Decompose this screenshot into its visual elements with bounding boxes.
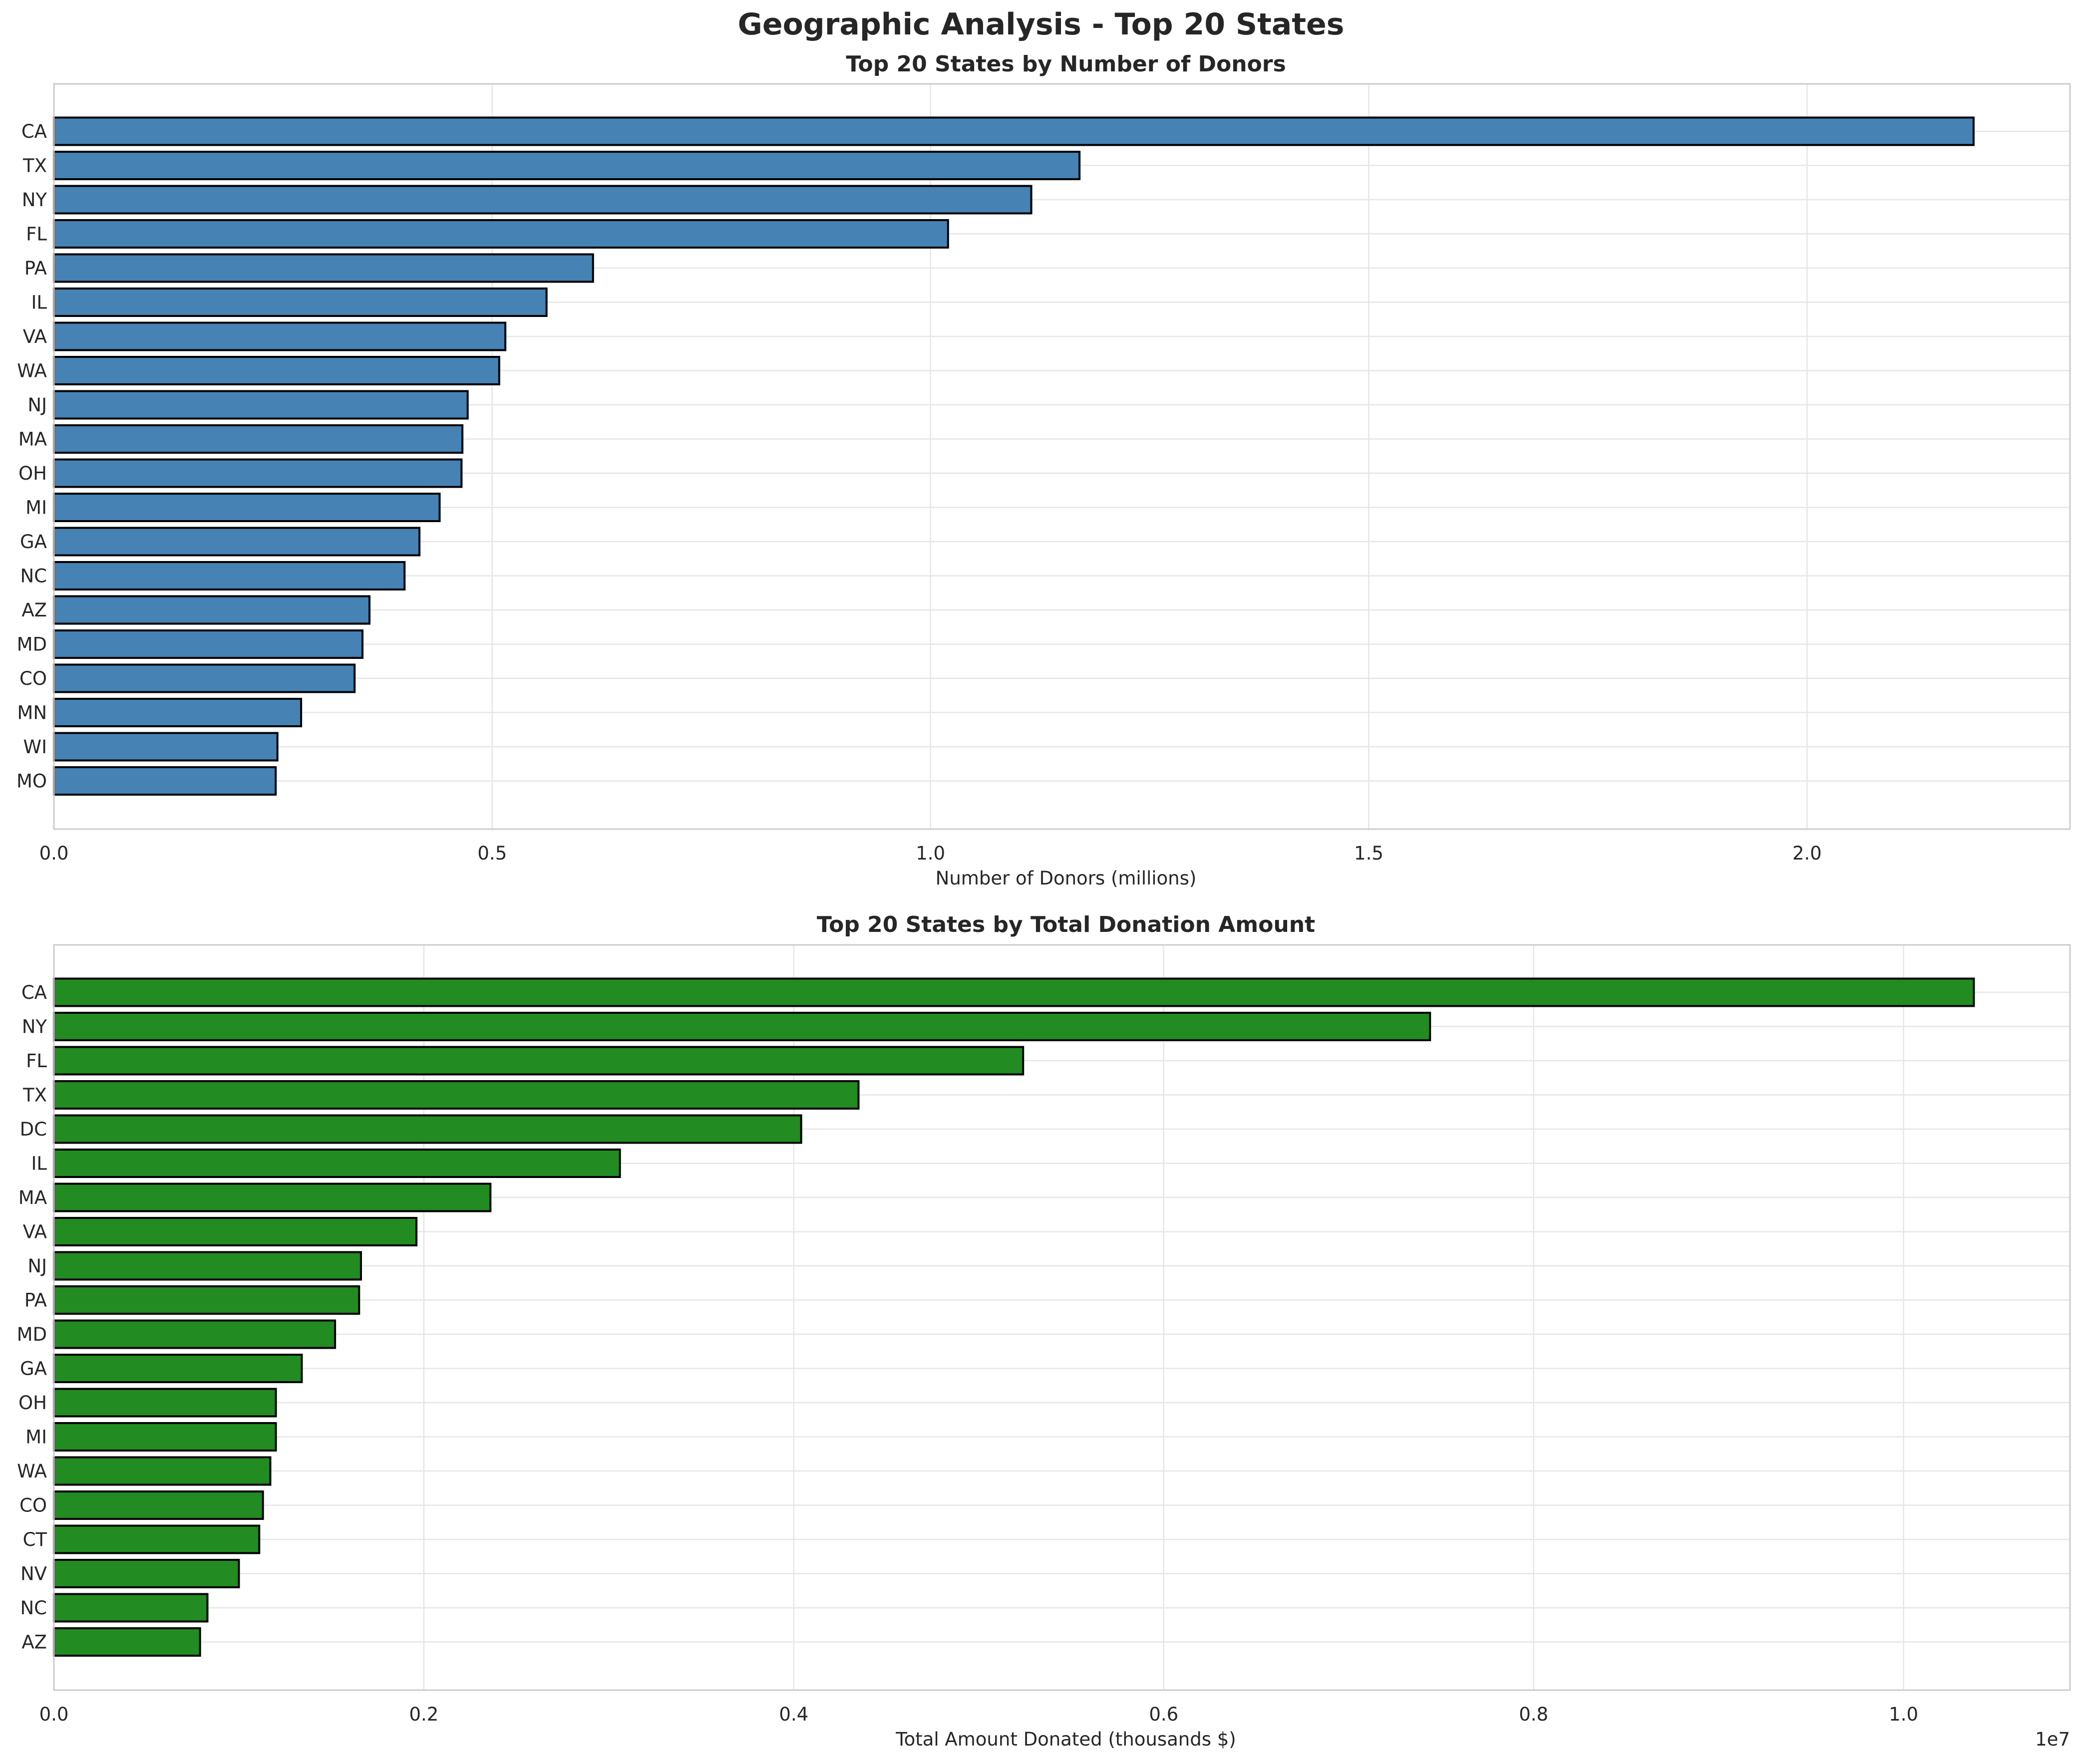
- bar-fl: [53, 219, 949, 249]
- bar-wa: [53, 356, 500, 385]
- y-tick-label: CA: [21, 982, 47, 1003]
- y-tick-label: MA: [18, 429, 47, 450]
- plot-frame: [53, 944, 2071, 1691]
- y-tick-label: PA: [24, 1290, 47, 1311]
- y-tick-label: CO: [19, 668, 47, 689]
- bar-mi: [53, 493, 441, 522]
- bar-wa: [53, 1456, 272, 1486]
- y-tick-label: CA: [21, 121, 47, 142]
- x-tick-label: 1.0: [1889, 1704, 1918, 1725]
- bar-az: [53, 1627, 201, 1657]
- y-tick-label: NY: [22, 189, 47, 211]
- y-tick-label: GA: [20, 531, 47, 553]
- x-tick-label: 1.5: [1354, 843, 1384, 864]
- y-tick-label: CT: [23, 1529, 47, 1550]
- y-tick-label: TX: [22, 1085, 47, 1106]
- bar-ga: [53, 1354, 303, 1383]
- y-tick-label: FL: [26, 224, 47, 245]
- bar-ca: [53, 116, 1975, 146]
- y-tick-label: AZ: [21, 599, 47, 621]
- y-tick-label: WI: [23, 736, 47, 758]
- y-tick-label: MA: [18, 1187, 47, 1208]
- y-tick-label: MD: [17, 634, 47, 655]
- y-tick-label: OH: [18, 463, 47, 484]
- y-tick-label: PA: [24, 258, 47, 279]
- chart-title: Top 20 States by Total Donation Amount: [817, 912, 1315, 937]
- bar-tx: [53, 151, 1081, 180]
- bar-mo: [53, 766, 277, 796]
- x-tick-label: 0.6: [1149, 1704, 1178, 1725]
- plot-frame: [53, 83, 2071, 830]
- bar-oh: [53, 1388, 277, 1418]
- y-tick-label: MI: [25, 1427, 47, 1448]
- y-tick-label: VA: [23, 1221, 47, 1243]
- y-tick-label: WA: [17, 1461, 47, 1482]
- y-tick-label: NV: [20, 1563, 47, 1585]
- x-axis-offset-label: 1e7: [2035, 1729, 2070, 1750]
- x-tick-label: 0.4: [779, 1704, 808, 1725]
- y-tick-label: MO: [16, 771, 47, 792]
- y-tick-label: IL: [31, 1153, 47, 1175]
- y-tick-label: VA: [23, 326, 47, 347]
- y-tick-label: NJ: [27, 1255, 47, 1277]
- bar-mi: [53, 1422, 277, 1452]
- bar-nj: [53, 1251, 362, 1281]
- bar-fl: [53, 1046, 1025, 1076]
- bar-ct: [53, 1524, 261, 1554]
- y-tick-label: NC: [20, 1597, 47, 1619]
- y-tick-label: NC: [20, 566, 47, 587]
- bar-va: [53, 1217, 418, 1246]
- bar-dc: [53, 1114, 802, 1144]
- bar-pa: [53, 253, 594, 283]
- y-tick-label: MN: [17, 702, 47, 724]
- figure-title: Geographic Analysis - Top 20 States: [737, 7, 1345, 42]
- bar-ca: [53, 977, 1975, 1007]
- bar-nv: [53, 1559, 240, 1588]
- bar-il: [53, 1149, 621, 1178]
- y-tick-label: NJ: [27, 394, 47, 416]
- bar-md: [53, 1319, 337, 1349]
- bar-ny: [53, 1012, 1431, 1041]
- bar-il: [53, 288, 548, 317]
- x-tick-label: 0.0: [39, 1704, 69, 1725]
- chart-title: Top 20 States by Number of Donors: [846, 51, 1286, 77]
- bar-pa: [53, 1285, 360, 1315]
- y-tick-label: WA: [17, 360, 47, 382]
- bar-tx: [53, 1080, 860, 1110]
- y-tick-label: OH: [18, 1392, 47, 1414]
- x-tick-label: 2.0: [1792, 843, 1822, 864]
- x-axis-label: Number of Donors (millions): [936, 868, 1197, 889]
- bar-mn: [53, 698, 303, 727]
- x-tick-label: 0.0: [39, 843, 69, 864]
- y-tick-label: MD: [17, 1324, 47, 1345]
- y-tick-label: DC: [20, 1119, 47, 1140]
- x-tick-label: 0.5: [477, 843, 507, 864]
- y-tick-label: FL: [26, 1050, 47, 1072]
- y-tick-label: TX: [22, 155, 47, 177]
- x-tick-label: 0.8: [1519, 1704, 1548, 1725]
- y-tick-label: AZ: [21, 1632, 47, 1653]
- y-tick-label: IL: [31, 292, 47, 313]
- x-tick-label: 0.2: [409, 1704, 438, 1725]
- bar-co: [53, 1490, 264, 1520]
- bar-ma: [53, 1182, 492, 1212]
- y-tick-label: NY: [22, 1016, 47, 1038]
- bar-nc: [53, 1593, 209, 1623]
- y-tick-label: CO: [19, 1495, 47, 1516]
- bar-co: [53, 663, 356, 693]
- bar-oh: [53, 458, 463, 488]
- x-axis-label: Total Amount Donated (thousands $): [895, 1729, 1236, 1750]
- y-tick-label: GA: [20, 1358, 47, 1380]
- x-tick-label: 1.0: [916, 843, 945, 864]
- bar-ga: [53, 527, 421, 557]
- y-tick-label: MI: [25, 497, 47, 519]
